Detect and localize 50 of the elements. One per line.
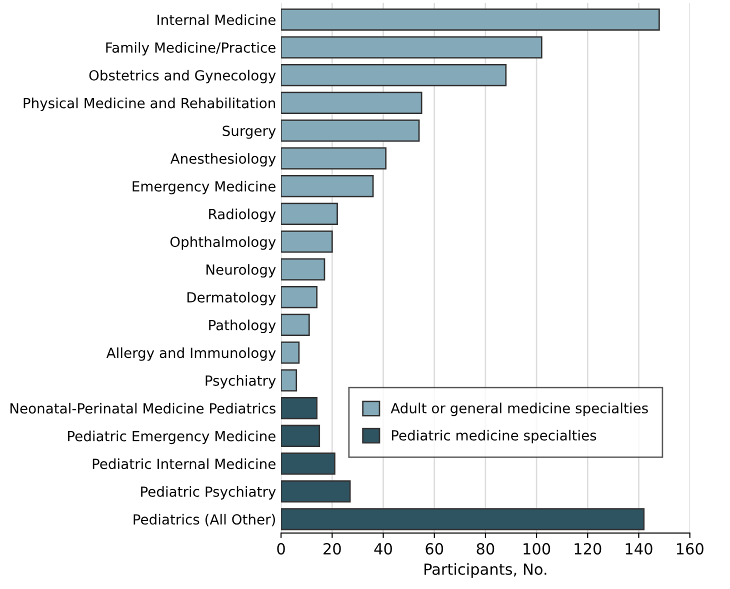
bar	[281, 314, 310, 336]
bar	[281, 397, 318, 420]
y-tick-label: Pediatric Emergency Medicine	[68, 430, 276, 444]
y-tick-label: Pediatric Psychiatry	[141, 486, 276, 500]
x-tick-label: 0	[277, 543, 285, 555]
y-tick-label: Obstetrics and Gynecology	[89, 70, 276, 84]
bar	[281, 8, 660, 31]
bar	[281, 480, 351, 503]
x-tick-label: 100	[524, 543, 550, 555]
y-tick-label: Allergy and Immunology	[106, 347, 276, 361]
bar	[281, 342, 300, 364]
bar	[281, 369, 298, 392]
legend-label: Pediatric medicine specialties	[392, 430, 596, 444]
bar	[281, 120, 420, 142]
bar	[281, 64, 507, 86]
y-tick-label: Surgery	[222, 126, 276, 139]
y-tick-label: Emergency Medicine	[132, 180, 276, 194]
bar	[281, 424, 320, 448]
y-tick-label: Pathology	[209, 320, 276, 334]
y-tick-label: Radiology	[209, 208, 276, 222]
x-tick-label: 60	[426, 543, 444, 555]
bar	[281, 286, 318, 308]
bar	[281, 202, 338, 225]
y-tick-label: Neurology	[206, 264, 276, 278]
bar	[281, 230, 333, 253]
y-tick-label: Family Medicine/Practice	[106, 42, 276, 56]
y-tick-label: Pediatrics (All Other)	[134, 514, 275, 526]
bar	[281, 258, 326, 280]
x-tick-label: 120	[574, 543, 602, 555]
x-tick-label: 20	[324, 543, 341, 555]
bar	[281, 175, 374, 198]
bar	[281, 508, 645, 530]
bar	[281, 452, 336, 475]
y-tick-label: Dermatology	[187, 292, 276, 306]
y-tick-label: Internal Medicine	[158, 14, 276, 26]
y-tick-label: Pediatric Internal Medicine	[92, 458, 276, 470]
y-tick-label: Psychiatry	[206, 375, 276, 389]
bar	[281, 92, 422, 114]
legend-label: Adult or general medicine specialties	[390, 402, 648, 416]
y-tick-label: Ophthalmology	[170, 236, 276, 250]
x-tick-label: 140	[626, 543, 652, 555]
y-tick-label: Neonatal-Perinatal Medicine Pediatrics	[10, 402, 276, 414]
x-axis-title: Participants, No.	[424, 563, 546, 578]
bar	[281, 147, 386, 170]
x-tick-label: 80	[476, 543, 494, 555]
bar	[281, 36, 542, 58]
x-tick-label: 160	[676, 543, 704, 555]
x-tick-label: 40	[374, 543, 392, 555]
y-tick-label: Physical Medicine and Rehabilitation	[24, 98, 276, 112]
y-tick-label: Anesthesiology	[170, 153, 276, 167]
